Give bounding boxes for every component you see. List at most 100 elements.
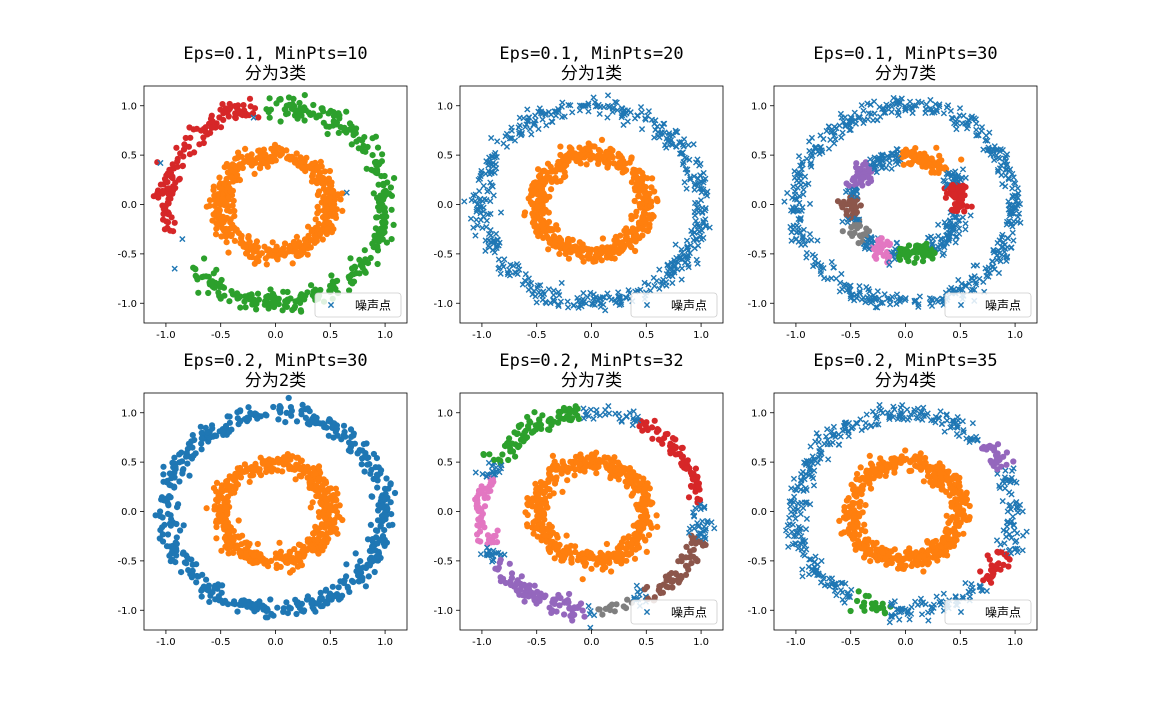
noise-point	[825, 145, 833, 152]
noise-point	[797, 216, 804, 223]
noise-point	[995, 255, 1003, 262]
inner-cluster-point	[950, 191, 957, 198]
outer-cluster-point	[282, 106, 289, 113]
points-layer	[781, 94, 1024, 311]
outer-cluster-point	[377, 522, 384, 529]
outer-cluster-point	[317, 595, 324, 602]
noise-point	[879, 105, 886, 113]
inner-cluster-point	[225, 550, 232, 557]
inner-cluster-point	[253, 558, 260, 565]
outer-cluster-point	[226, 428, 233, 435]
inner-cluster-point	[632, 247, 639, 255]
points-layer	[461, 92, 713, 314]
outer-cluster-point	[262, 411, 269, 418]
noise-point	[497, 551, 505, 558]
outer-cluster-point	[288, 412, 295, 419]
outer-cluster-point	[209, 118, 216, 125]
outer-cluster-point	[205, 587, 212, 594]
outer-cluster-point	[165, 191, 172, 198]
noise-point	[935, 221, 942, 228]
noise-point	[580, 405, 587, 412]
inner-cluster-point	[326, 167, 333, 175]
inner-cluster-point	[289, 260, 296, 267]
outer-cluster-point	[255, 296, 262, 303]
inner-cluster-point	[641, 218, 648, 225]
outer-cluster-point	[674, 576, 681, 583]
subplot-subtitle: 分为1类	[561, 64, 622, 84]
noise-point	[711, 525, 718, 532]
noise-point	[953, 233, 960, 240]
inner-cluster-point	[249, 161, 256, 168]
outer-cluster-point	[373, 471, 381, 478]
outer-cluster-point	[531, 590, 538, 597]
outer-cluster-point	[364, 143, 371, 151]
noise-point	[946, 218, 953, 225]
noise-point	[863, 242, 870, 249]
inner-cluster-point	[538, 188, 545, 195]
outer-cluster-point	[357, 558, 364, 565]
noise-point	[948, 173, 955, 180]
outer-cluster-point	[159, 531, 166, 538]
outer-cluster-point	[390, 221, 397, 228]
noise-point	[472, 469, 479, 476]
outer-cluster-point	[185, 567, 192, 574]
noise-point	[793, 177, 801, 184]
inner-cluster-point	[853, 209, 861, 216]
noise-point	[832, 136, 839, 143]
inner-cluster-point	[644, 175, 651, 182]
outer-cluster-point	[329, 583, 336, 590]
outer-cluster-point	[166, 552, 173, 559]
inner-cluster-point	[935, 165, 942, 172]
inner-cluster-point	[605, 151, 612, 158]
noise-point	[895, 155, 902, 162]
noise-point	[564, 304, 572, 311]
outer-cluster-point	[513, 580, 520, 587]
inner-cluster-point	[535, 173, 543, 180]
outer-cluster-point	[362, 148, 369, 155]
noise-point	[512, 269, 520, 277]
outer-cluster-point	[190, 126, 197, 133]
noise-point	[479, 470, 486, 478]
outer-cluster-point	[255, 114, 262, 121]
outer-cluster-point	[172, 539, 179, 546]
outer-cluster-point	[266, 95, 273, 102]
x-tick-label: 1.0	[1007, 330, 1023, 341]
outer-cluster-point	[379, 151, 386, 158]
outer-cluster-point	[490, 532, 497, 540]
inner-cluster-point	[254, 155, 261, 162]
outer-cluster-point	[320, 108, 327, 115]
outer-cluster-point	[254, 290, 262, 297]
noise-point	[945, 230, 953, 237]
outer-cluster-point	[636, 423, 643, 430]
inner-cluster-point	[261, 160, 268, 167]
outer-cluster-point	[575, 415, 582, 423]
outer-cluster-point	[380, 182, 387, 189]
noise-point	[871, 110, 878, 117]
inner-cluster-point	[860, 161, 867, 168]
outer-cluster-point	[219, 283, 226, 291]
noise-point	[690, 173, 698, 180]
outer-cluster-point	[183, 453, 190, 460]
noise-point	[690, 512, 698, 519]
noise-point	[1006, 212, 1014, 219]
inner-cluster-point	[578, 151, 585, 159]
outer-cluster-point	[253, 306, 260, 313]
outer-cluster-point	[692, 465, 700, 472]
inner-cluster-point	[558, 470, 565, 477]
inner-cluster-point	[634, 167, 642, 175]
x-tick-label: -0.5	[841, 330, 861, 341]
noise-point	[502, 133, 509, 140]
outer-cluster-point	[484, 494, 491, 501]
noise-point	[791, 195, 799, 203]
inner-cluster-point	[522, 509, 529, 516]
noise-point	[918, 99, 925, 106]
outer-cluster-point	[237, 304, 244, 311]
outer-cluster-point	[201, 255, 208, 262]
outer-cluster-point	[374, 477, 381, 484]
noise-point	[692, 504, 699, 512]
noise-point	[487, 179, 494, 186]
noise-point	[487, 160, 494, 168]
outer-cluster-point	[237, 407, 244, 414]
outer-cluster-point	[330, 118, 337, 125]
outer-cluster-point	[702, 541, 709, 549]
